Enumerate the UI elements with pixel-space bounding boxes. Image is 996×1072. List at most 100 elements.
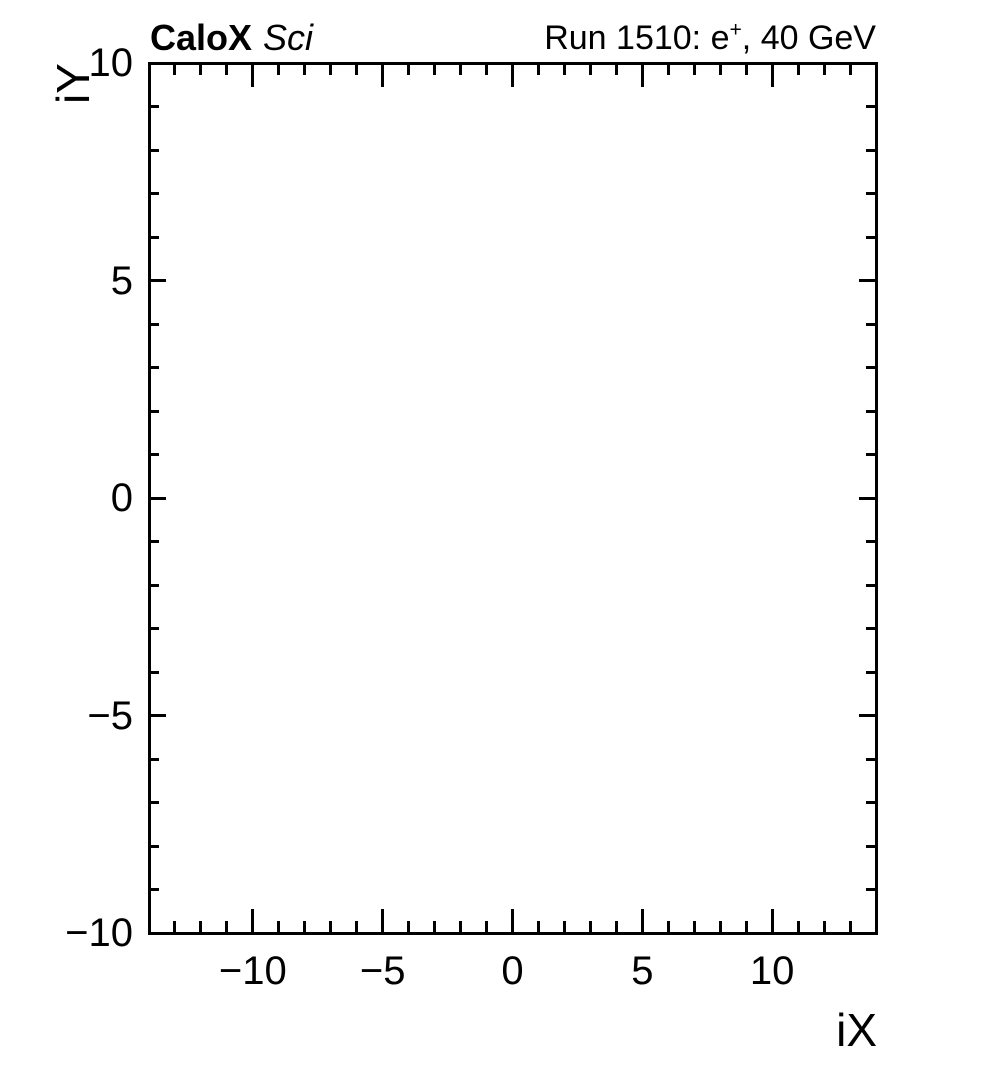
axis-tick <box>666 921 670 933</box>
y-axis-title: iY <box>47 63 99 104</box>
axis-tick <box>277 63 281 75</box>
axis-tick <box>848 63 852 75</box>
axis-tick <box>149 322 159 326</box>
axis-tick <box>149 757 159 761</box>
axis-tick <box>459 63 463 75</box>
y-tick-label: 10 <box>88 41 134 85</box>
axis-tick <box>149 105 159 108</box>
axis-tick <box>692 921 696 933</box>
axis-tick <box>225 921 229 933</box>
axis-tick <box>822 921 826 933</box>
axis-tick <box>640 63 644 87</box>
axis-tick <box>277 921 281 933</box>
axis-tick <box>199 921 203 933</box>
axis-tick <box>866 409 876 413</box>
axis-tick <box>666 63 670 75</box>
axis-tick <box>588 63 592 75</box>
axis-tick <box>173 921 177 933</box>
axis-tick <box>536 921 540 933</box>
axis-tick <box>866 366 876 369</box>
axis-tick <box>433 921 437 933</box>
axis-tick <box>355 921 359 933</box>
axis-tick <box>149 844 159 848</box>
run-info-prefix: Run 1510: e <box>544 19 730 57</box>
axis-tick <box>866 757 876 761</box>
axis-tick <box>866 844 876 848</box>
axis-tick <box>433 63 437 75</box>
axis-tick <box>511 909 514 933</box>
axis-tick <box>149 409 159 413</box>
axis-tick <box>562 63 566 75</box>
axis-tick <box>866 322 876 326</box>
axis-tick <box>859 279 876 282</box>
y-tick-label: −10 <box>65 911 133 955</box>
axis-tick <box>692 63 696 75</box>
axis-tick <box>822 63 826 75</box>
axis-tick <box>149 540 159 543</box>
axis-tick <box>770 63 774 87</box>
axis-tick <box>381 63 385 87</box>
x-tick-label: −5 <box>359 949 406 993</box>
axis-tick <box>859 714 876 717</box>
positron-charge-superscript: + <box>729 18 742 42</box>
axis-tick <box>149 453 159 456</box>
axis-tick <box>536 63 540 75</box>
experiment-name: CaloX <box>150 17 253 58</box>
axis-tick <box>149 627 159 630</box>
axis-tick <box>866 105 876 108</box>
axis-tick <box>149 148 159 152</box>
axis-tick <box>149 496 166 500</box>
axis-tick <box>744 63 748 75</box>
run-info-label: Run 1510: e+, 40 GeV <box>544 18 876 57</box>
x-tick-label: −10 <box>218 949 287 993</box>
axis-tick <box>149 670 159 674</box>
axis-tick <box>614 63 618 75</box>
axis-tick <box>511 63 514 87</box>
axis-tick <box>859 496 876 500</box>
axis-tick <box>149 714 166 717</box>
axis-tick <box>407 921 411 933</box>
y-tick-label: −5 <box>87 693 133 738</box>
axis-tick <box>848 921 852 933</box>
axis-tick <box>149 192 159 195</box>
y-tick-label: 5 <box>110 258 133 303</box>
axis-tick <box>866 801 876 804</box>
axis-tick <box>251 909 255 933</box>
axis-tick <box>640 909 644 933</box>
axis-tick <box>303 63 307 75</box>
axis-tick <box>614 921 618 933</box>
axis-tick <box>562 921 566 933</box>
x-tick-label: 5 <box>631 949 654 993</box>
y-tick-label: 0 <box>110 476 133 520</box>
axis-tick <box>381 909 385 933</box>
plot-title-left: CaloX Sci <box>150 20 313 56</box>
axis-tick <box>149 366 159 369</box>
x-tick-label: 10 <box>749 949 795 993</box>
axis-tick <box>866 583 876 587</box>
axis-tick <box>485 63 489 75</box>
axis-tick <box>149 235 159 239</box>
axis-tick <box>303 921 307 933</box>
axis-tick <box>329 63 333 75</box>
axis-tick <box>744 921 748 933</box>
axis-tick <box>355 63 359 75</box>
axis-tick <box>149 801 159 804</box>
axis-tick <box>866 670 876 674</box>
axis-tick <box>866 148 876 152</box>
run-info-suffix: , 40 GeV <box>741 19 876 57</box>
axis-tick <box>866 888 876 891</box>
axis-tick <box>866 540 876 543</box>
axis-tick <box>149 279 166 282</box>
axis-tick <box>866 235 876 239</box>
axis-tick <box>251 63 255 87</box>
axis-tick <box>588 921 592 933</box>
plot-frame <box>147 61 878 935</box>
x-axis-title: iX <box>836 1004 877 1056</box>
axis-tick <box>718 921 722 933</box>
axis-tick <box>199 63 203 75</box>
axis-tick <box>407 63 411 75</box>
axis-tick <box>329 921 333 933</box>
axis-tick <box>866 453 876 456</box>
axis-tick <box>173 63 177 75</box>
